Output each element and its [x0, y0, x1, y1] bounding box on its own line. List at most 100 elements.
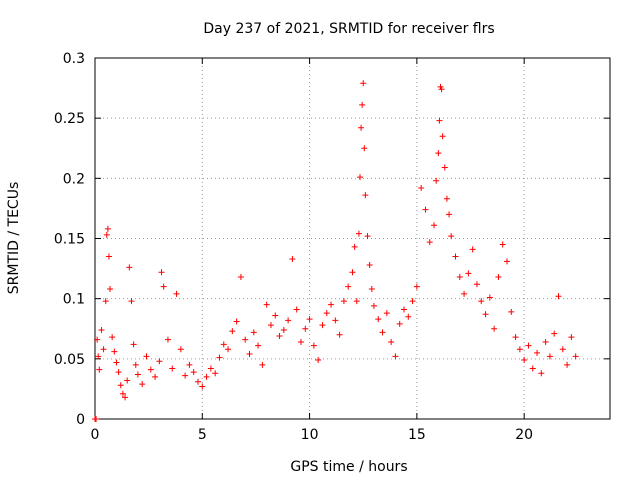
data-point: [319, 322, 326, 329]
data-point: [134, 371, 141, 378]
data-point: [152, 373, 159, 380]
data-point: [164, 336, 171, 343]
data-point: [139, 381, 146, 388]
data-point: [353, 298, 360, 305]
axis-ticks: 0 5 10 15 20 0 0.05 0.1 0.15 0.2 0.25 0.3: [54, 51, 610, 443]
data-point: [115, 369, 122, 376]
data-point: [542, 338, 549, 345]
data-point: [364, 233, 371, 240]
data-point: [340, 298, 347, 305]
data-point: [572, 353, 579, 360]
data-point: [469, 246, 476, 253]
data-point: [315, 357, 322, 364]
data-point: [448, 233, 455, 240]
data-point: [306, 316, 313, 323]
data-point: [242, 336, 249, 343]
data-point: [555, 293, 562, 300]
data-point: [456, 274, 463, 281]
data-point: [482, 311, 489, 318]
data-point: [452, 253, 459, 260]
data-point: [441, 164, 448, 171]
data-point: [225, 346, 232, 353]
data-point: [534, 349, 541, 356]
data-point: [332, 317, 339, 324]
data-point: [237, 274, 244, 281]
data-point: [361, 145, 368, 152]
data-point: [351, 243, 358, 250]
data-point: [95, 353, 102, 360]
data-point: [357, 174, 364, 181]
data-point: [109, 334, 116, 341]
data-point: [359, 101, 366, 108]
data-point: [422, 206, 429, 213]
data-point: [132, 361, 139, 368]
data-point: [267, 322, 274, 329]
data-point: [105, 253, 112, 260]
data-point: [160, 283, 167, 290]
y-tick-label: 0.25: [54, 111, 85, 127]
data-point: [409, 298, 416, 305]
data-point: [119, 390, 126, 397]
data-point: [117, 382, 124, 389]
data-point: [104, 225, 111, 232]
data-point: [328, 301, 335, 308]
data-point: [102, 298, 109, 305]
data-point: [433, 177, 440, 184]
data-point: [491, 325, 498, 332]
data-point: [182, 372, 189, 379]
data-point: [229, 328, 236, 335]
data-point: [255, 342, 262, 349]
data-point: [379, 329, 386, 336]
x-tick-label: 0: [91, 427, 100, 443]
data-point: [272, 312, 279, 319]
data-point: [177, 346, 184, 353]
data-point: [207, 365, 214, 372]
data-point: [461, 290, 468, 297]
data-point: [405, 313, 412, 320]
data-point: [156, 358, 163, 365]
data-point: [216, 354, 223, 361]
data-point: [431, 222, 438, 229]
y-tick-label: 0.2: [63, 171, 85, 187]
data-point: [158, 269, 165, 276]
data-point: [426, 239, 433, 246]
data-point: [126, 264, 133, 271]
data-point: [293, 306, 300, 313]
data-point: [401, 306, 407, 313]
data-point: [512, 334, 519, 341]
y-tick-label: 0.05: [54, 352, 85, 368]
data-point: [473, 281, 480, 288]
data-point: [263, 301, 270, 308]
data-point: [383, 310, 390, 317]
data-point: [568, 334, 575, 341]
data-point: [446, 211, 453, 218]
data-point: [220, 341, 227, 348]
data-point: [392, 353, 399, 360]
data-point: [546, 353, 553, 360]
data-point: [413, 283, 420, 290]
data-point: [173, 290, 180, 297]
data-point: [195, 378, 201, 385]
data-point: [250, 329, 257, 336]
data-points: [92, 80, 579, 422]
data-point: [438, 86, 445, 93]
data-point: [529, 365, 536, 372]
data-point: [96, 366, 103, 373]
y-tick-label: 0: [76, 412, 85, 428]
x-tick-label: 15: [408, 427, 426, 443]
data-point: [559, 346, 566, 353]
chart-title: Day 237 of 2021, SRMTID for receiver flr…: [203, 21, 494, 37]
x-tick-label: 5: [198, 427, 207, 443]
data-point: [345, 283, 352, 290]
data-point: [143, 353, 150, 360]
data-point: [107, 286, 114, 293]
y-tick-label: 0.1: [63, 292, 85, 308]
data-point: [130, 341, 137, 348]
data-point: [360, 80, 367, 87]
data-point: [564, 361, 571, 368]
data-point: [375, 316, 382, 323]
data-point: [186, 361, 193, 368]
data-point: [93, 416, 100, 422]
y-axis-label: SRMTID / TECUs: [6, 182, 22, 295]
